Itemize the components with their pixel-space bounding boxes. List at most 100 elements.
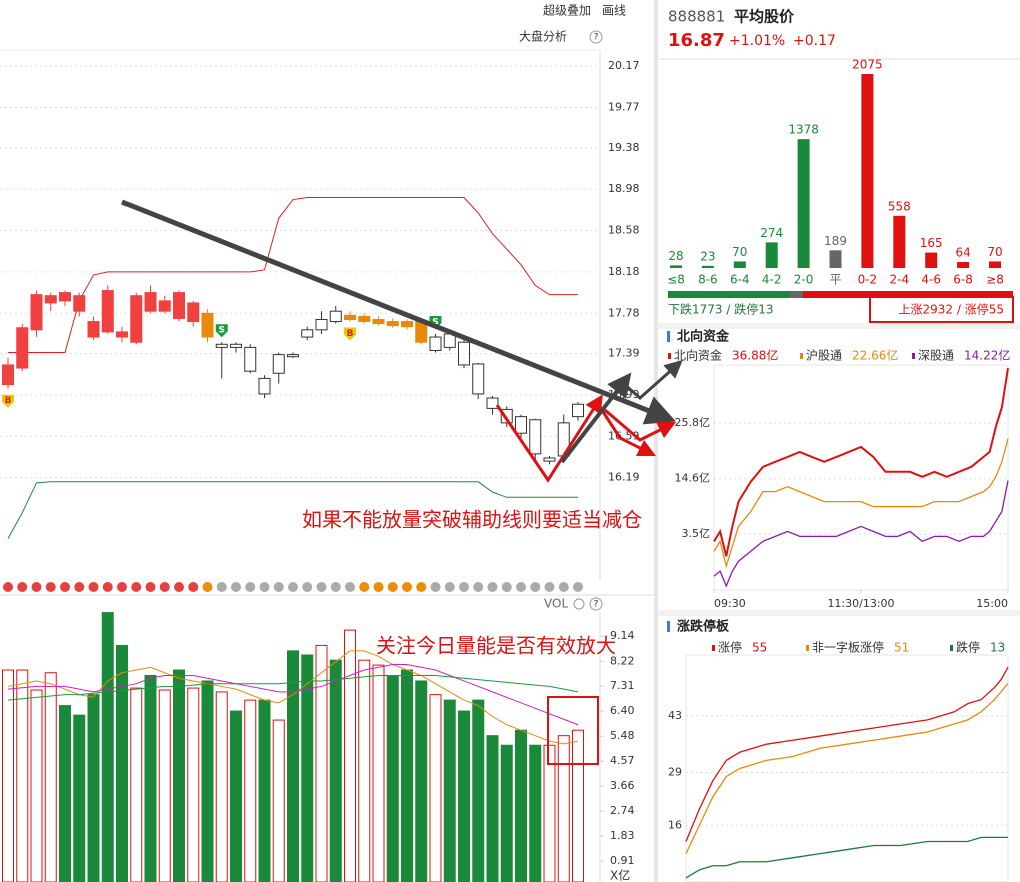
value-label: 165 (920, 236, 943, 250)
y-tick-label: 3.66 (610, 779, 635, 792)
candle-body (287, 354, 299, 358)
signal-dot (459, 582, 469, 592)
toolbar-button[interactable]: 超级叠加 (543, 3, 591, 18)
bar (829, 250, 842, 268)
volume-ma (7, 674, 579, 701)
signal-dot (45, 582, 56, 592)
bar (925, 252, 938, 268)
signal-dot (259, 582, 270, 592)
unit-label: X亿 (610, 868, 630, 882)
volume-bar (572, 729, 584, 882)
signal-dot (487, 582, 498, 592)
help-icon-text: ? (594, 33, 599, 43)
y-tick-label: 3.5亿 (682, 527, 711, 540)
legend-value: 55 (752, 641, 767, 655)
y-tick-label: 2.74 (610, 804, 635, 817)
volume-bar (116, 644, 128, 882)
signal-dot (530, 582, 541, 592)
lower-band (7, 481, 578, 539)
section-title: 北向资金 (677, 329, 730, 345)
candle-body (215, 343, 228, 348)
legend-value: 14.22亿 (964, 348, 1010, 363)
volume-bar (73, 714, 86, 882)
annotation: 关注今日量能是否有效放大 (376, 634, 616, 658)
category-label: 6-4 (730, 273, 750, 287)
y-tick-label: 5.48 (610, 729, 635, 742)
y-tick-label: 8.22 (610, 654, 635, 667)
candle-body (101, 290, 114, 333)
help-icon-text: ? (594, 600, 599, 610)
category-label: 4-6 (921, 273, 941, 287)
highlight-box (547, 696, 599, 765)
volume-bar (515, 729, 527, 882)
candle-body (87, 321, 100, 338)
volume-bar (201, 680, 214, 882)
bar (670, 265, 682, 268)
candle-body (59, 292, 71, 302)
y-tick-label: 18.58 (608, 224, 640, 237)
legend-name: 沪股通 (806, 349, 842, 363)
volume-chart: VOL 9.14 8.22 7.31 6.40 5.48 4.57 3.66 2.74 1.83 0… (2, 597, 635, 882)
candle-body (315, 318, 328, 331)
candle-body (173, 292, 185, 319)
signal-dot (402, 582, 412, 592)
category-label: 8-6 (698, 273, 718, 287)
legend-swatch (668, 353, 671, 359)
bar (797, 139, 810, 268)
plot-frame (685, 654, 1009, 882)
signal-marker (344, 327, 356, 341)
legend-value: 51 (894, 641, 909, 655)
bar (893, 215, 906, 268)
legend-value: 36.88亿 (732, 348, 778, 363)
kline-chart: 20.17 19.77 19.38 18.98 18.58 18.18 17.78 17.39… (0, 59, 640, 592)
y-tick-label: 18.18 (608, 265, 640, 278)
separator (658, 58, 1020, 60)
market-analysis[interactable]: 大盘分析 (519, 29, 567, 44)
signal-dot (416, 582, 427, 592)
candle-body (272, 354, 285, 374)
signal-dot (373, 582, 384, 592)
volume-bar (16, 669, 29, 882)
legend-name: 涨停 (718, 640, 742, 655)
volume-bar (329, 659, 342, 882)
signal-dot (302, 582, 313, 592)
signal-dot (316, 582, 327, 592)
candle-body (358, 315, 371, 323)
y-tick-label: 16 (668, 818, 682, 831)
signal-dot (273, 582, 284, 592)
section-marker (667, 621, 670, 632)
distribution-chart: 28 ≤8 23 8-6 70 6-4 274 4-2 1378 2-0 189 平 2075 0-2 55… (667, 58, 1004, 287)
x-tick-label: 11:30/13:00 (827, 597, 894, 610)
help-icon[interactable] (589, 30, 603, 44)
signal-dot (31, 582, 42, 592)
bar (989, 261, 1001, 268)
annotation: 如果不能放量突破辅助线则要适当减仓 (302, 508, 642, 532)
y-tick-label: 9.14 (610, 629, 635, 642)
category-label: ≥8 (986, 273, 1004, 287)
candle-body (529, 419, 542, 455)
settings-icon[interactable] (573, 598, 585, 610)
up-summary: 上涨2932 / 涨停55 (899, 302, 1004, 317)
candle-body (187, 302, 200, 323)
y-tick-label: 20.17 (608, 59, 640, 72)
bar (861, 74, 874, 268)
value-label: 70 (987, 245, 1002, 259)
signal-dot (88, 582, 99, 592)
volume-bar (372, 664, 385, 882)
series-line (685, 682, 1009, 854)
volume-bar (543, 744, 556, 882)
help-icon[interactable] (589, 597, 603, 611)
x-tick-label: 09:30 (714, 597, 746, 610)
candle-body (372, 318, 385, 325)
volume-bar (358, 659, 371, 882)
signal-dot (17, 582, 28, 592)
toolbar-button[interactable]: 画线 (602, 4, 626, 18)
candle-body (244, 346, 257, 372)
signal-dot (231, 582, 241, 592)
signal-dot (188, 582, 199, 592)
ratio-flat (790, 291, 803, 298)
candle-body (329, 310, 342, 323)
value-label: 274 (760, 226, 783, 240)
signal-dot (387, 582, 398, 592)
series-line (713, 367, 1009, 557)
